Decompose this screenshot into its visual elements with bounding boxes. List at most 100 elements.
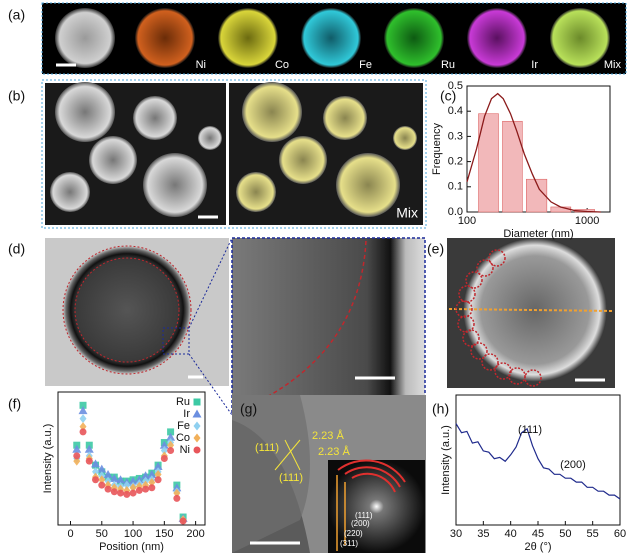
sem-image — [45, 82, 226, 225]
plane: (111) — [279, 472, 303, 484]
fft-plane: (111) — [355, 511, 373, 520]
point — [97, 464, 107, 473]
sphere — [301, 8, 361, 68]
point — [159, 440, 169, 449]
fft-plane: (311) — [340, 539, 358, 548]
x-tick-label: 200 — [186, 528, 204, 540]
line — [455, 423, 621, 500]
legend-label: Ru — [176, 396, 190, 408]
hrtem — [232, 395, 426, 553]
sphere — [384, 8, 444, 68]
annotation: (200) — [560, 459, 586, 471]
x-tick-label: 35 — [477, 528, 489, 540]
point — [142, 485, 150, 493]
point — [72, 444, 82, 453]
panel-label: (d) — [8, 241, 25, 257]
zoom-line — [188, 353, 233, 416]
legend-marker — [193, 446, 201, 454]
point — [79, 401, 87, 409]
point — [104, 485, 112, 493]
zoom-line — [188, 237, 233, 329]
sphere — [393, 126, 417, 150]
sphere — [135, 8, 195, 68]
point — [154, 476, 162, 484]
point — [160, 455, 168, 462]
legend-marker — [193, 433, 201, 443]
point — [98, 475, 106, 485]
sphere — [218, 8, 278, 68]
map-tiles — [45, 6, 623, 71]
point — [73, 452, 81, 460]
overlay-label: Mix — [396, 205, 418, 221]
point — [91, 459, 101, 468]
panel-label: (c) — [440, 88, 456, 104]
point — [84, 444, 94, 453]
y-axis-label: Intensity (a.u.) — [440, 425, 452, 495]
lattice-region — [232, 395, 310, 553]
y-tick-label: 0.4 — [448, 105, 463, 117]
point — [153, 461, 163, 470]
fft-rings — [337, 459, 406, 493]
x-axis-label: 2θ (°) — [524, 541, 551, 553]
element-label: Co — [275, 59, 289, 71]
element-label: Ni — [196, 59, 206, 71]
point — [79, 428, 87, 436]
legend-marker — [193, 421, 201, 431]
y-tick-label: 0.5 — [448, 80, 463, 92]
y-axis-label: Frequency — [431, 123, 443, 175]
point — [79, 422, 87, 432]
point — [73, 456, 81, 466]
sphere — [323, 96, 367, 140]
point — [123, 480, 131, 490]
outline — [235, 239, 367, 413]
y-axis-label: Intensity (a.u.) — [42, 424, 54, 494]
d-spacing: 2.23 Å — [318, 445, 350, 458]
plane: (111) — [255, 442, 279, 454]
sphere — [143, 153, 207, 217]
sphere — [89, 136, 137, 184]
element-label: Mix — [604, 59, 622, 71]
point — [166, 432, 176, 441]
point — [148, 477, 156, 487]
point — [173, 494, 181, 502]
point — [92, 476, 100, 484]
x-tick-label: 55 — [587, 528, 599, 540]
sphere — [63, 246, 191, 374]
panel-label: (f) — [8, 396, 21, 412]
sphere — [133, 96, 177, 140]
point — [78, 406, 88, 415]
point — [179, 517, 187, 525]
legend-marker — [192, 409, 202, 418]
point — [103, 469, 113, 478]
fft-plane: (220) — [344, 529, 363, 538]
d-spacing: 2.23 Å — [312, 429, 344, 442]
image — [231, 237, 426, 416]
panel-label: (a) — [8, 7, 25, 23]
point — [79, 414, 87, 424]
plot-frame — [57, 391, 206, 526]
line-scan — [448, 308, 615, 312]
tem-image — [45, 237, 233, 416]
sphere — [279, 136, 327, 184]
x-tick-label: 45 — [532, 528, 544, 540]
annotation: (111) — [518, 424, 542, 436]
element-label: Ru — [441, 59, 455, 71]
legend-label: Co — [176, 432, 190, 444]
point — [129, 483, 137, 493]
panel-label: (b) — [8, 88, 25, 104]
sphere — [198, 126, 222, 150]
panel-label: (e) — [427, 241, 444, 257]
sphere — [55, 82, 115, 142]
point — [147, 469, 157, 478]
x-tick-label: 50 — [96, 528, 108, 540]
sem-detail — [447, 238, 615, 388]
point — [167, 440, 175, 450]
point — [154, 469, 162, 479]
sphere — [336, 153, 400, 217]
sphere — [50, 172, 90, 212]
y-tick-label: 0.3 — [448, 130, 463, 142]
point — [173, 488, 181, 498]
fringe — [284, 439, 301, 471]
chart: (h) 30 35 40 45 50 55 60 2θ (°) Intensity (a.u.) (… — [432, 394, 626, 553]
